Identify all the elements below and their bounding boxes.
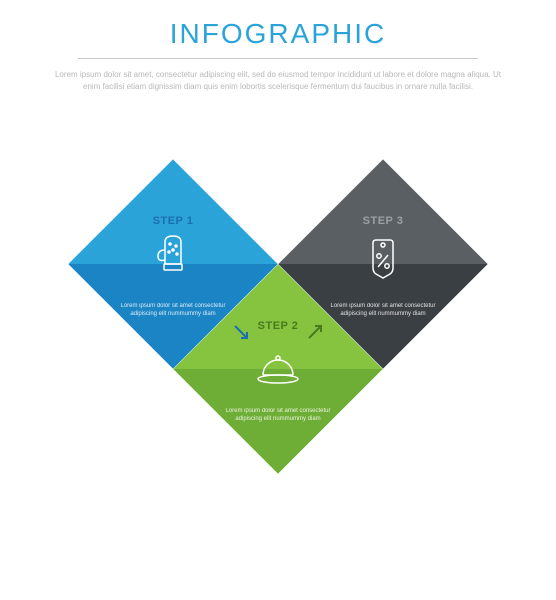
step-3-body: Lorem ipsum dolor sit amet consectetur a… <box>325 302 441 319</box>
step-1-body: Lorem ipsum dolor sit amet consectetur a… <box>115 302 231 319</box>
step-3-label: STEP 3 <box>363 215 404 227</box>
page-subtitle: Lorem ipsum dolor sit amet, consectetur … <box>48 69 508 93</box>
step-2-label: STEP 2 <box>258 320 299 332</box>
arrow-up-right-icon <box>309 326 321 338</box>
step-1-diamond[interactable]: STEP 1 Lorem ipsum dolor sit amet consec… <box>68 159 277 368</box>
cloche-icon <box>258 356 298 383</box>
title-divider <box>78 58 478 59</box>
step-3-diamond[interactable]: STEP 3 Lorem ipsum dolor sit amet consec… <box>278 159 487 368</box>
step-2-diamond[interactable]: STEP 2 Lorem ipsum dolor sit amet consec… <box>173 264 382 473</box>
arrow-down-right-icon <box>235 326 247 338</box>
tag-percent-icon <box>373 240 393 278</box>
page-title: INFOGRAPHIC <box>0 0 556 50</box>
mitten-icon <box>158 236 182 270</box>
step-2-body: Lorem ipsum dolor sit amet consectetur a… <box>220 407 336 424</box>
step-1-label: STEP 1 <box>153 215 194 227</box>
